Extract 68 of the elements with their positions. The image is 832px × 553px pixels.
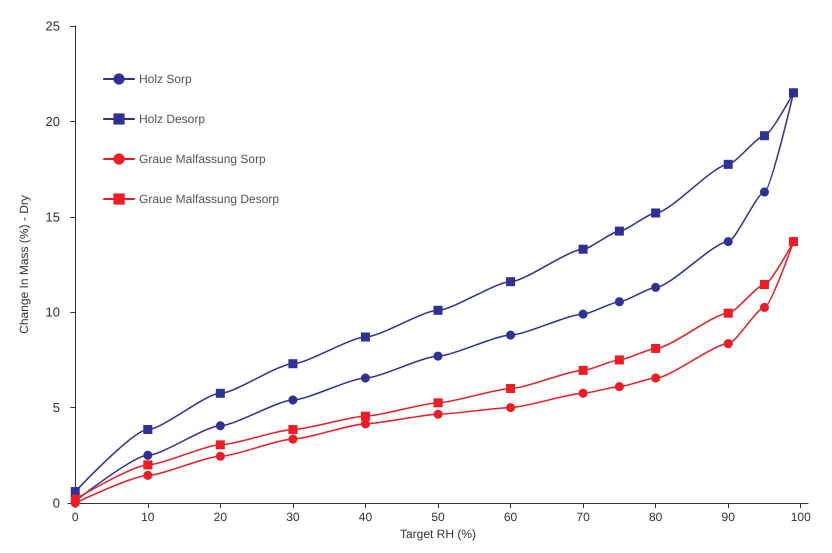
point <box>216 452 225 461</box>
x-tick-label: 70 <box>576 510 590 524</box>
point <box>760 280 769 290</box>
x-tick-label: 90 <box>722 510 736 524</box>
point <box>724 160 733 169</box>
point <box>288 395 298 404</box>
point <box>651 344 660 353</box>
point <box>724 339 733 348</box>
point <box>288 359 298 368</box>
point <box>288 425 298 434</box>
point <box>614 382 624 392</box>
point <box>578 244 588 254</box>
point <box>216 421 225 430</box>
point <box>788 237 798 246</box>
point <box>506 384 516 394</box>
y-tick-label: 25 <box>46 18 60 34</box>
point <box>651 208 660 218</box>
point <box>288 434 298 444</box>
x-tick-label: 0 <box>72 510 79 524</box>
legend-label: Holz Desorp <box>139 112 206 126</box>
point <box>216 440 225 450</box>
x-tick-label: 50 <box>431 510 445 524</box>
point <box>216 388 225 398</box>
x-tick-label: 10 <box>141 510 155 524</box>
point <box>651 374 660 383</box>
point <box>724 308 733 318</box>
x-tick-label: 60 <box>504 510 518 524</box>
point <box>760 131 769 140</box>
y-tick-label: 20 <box>46 114 60 129</box>
point <box>434 306 442 315</box>
point <box>434 352 442 361</box>
point <box>506 403 516 412</box>
y-tick-label: 10 <box>46 304 60 320</box>
point <box>724 237 733 246</box>
point <box>788 88 798 98</box>
y-tick-label: 0 <box>52 496 60 510</box>
point <box>360 332 370 342</box>
point <box>651 282 660 292</box>
x-tick-label: 40 <box>358 510 372 524</box>
point <box>434 398 442 408</box>
x-tick-label: 80 <box>648 510 663 524</box>
point <box>360 374 370 383</box>
y-tick-label: 5 <box>52 400 60 416</box>
x-axis-title: Target RH (%) <box>400 526 476 541</box>
point <box>506 277 516 286</box>
point <box>434 410 442 419</box>
point <box>143 470 152 480</box>
point <box>614 297 624 306</box>
point <box>143 460 152 470</box>
x-tick-label: 30 <box>286 510 300 524</box>
point <box>614 226 624 236</box>
point <box>360 412 370 421</box>
point <box>614 355 624 364</box>
y-axis-title: Change In Mass (%) - Dry <box>17 195 31 334</box>
legend-label: Holz Sorp <box>139 72 192 86</box>
point <box>578 310 588 319</box>
y-tick-label: 15 <box>46 209 60 224</box>
legend-label: Graue Malfassung Desorp <box>139 192 280 206</box>
point <box>143 425 152 434</box>
x-tick-label: 100 <box>790 510 812 524</box>
point <box>578 366 588 375</box>
point <box>143 450 152 460</box>
point <box>578 388 588 398</box>
legend-label: Graue Malfassung Sorp <box>139 152 266 166</box>
point <box>506 330 516 340</box>
x-tick-label: 20 <box>214 510 228 524</box>
point <box>760 188 769 196</box>
point <box>760 302 769 312</box>
